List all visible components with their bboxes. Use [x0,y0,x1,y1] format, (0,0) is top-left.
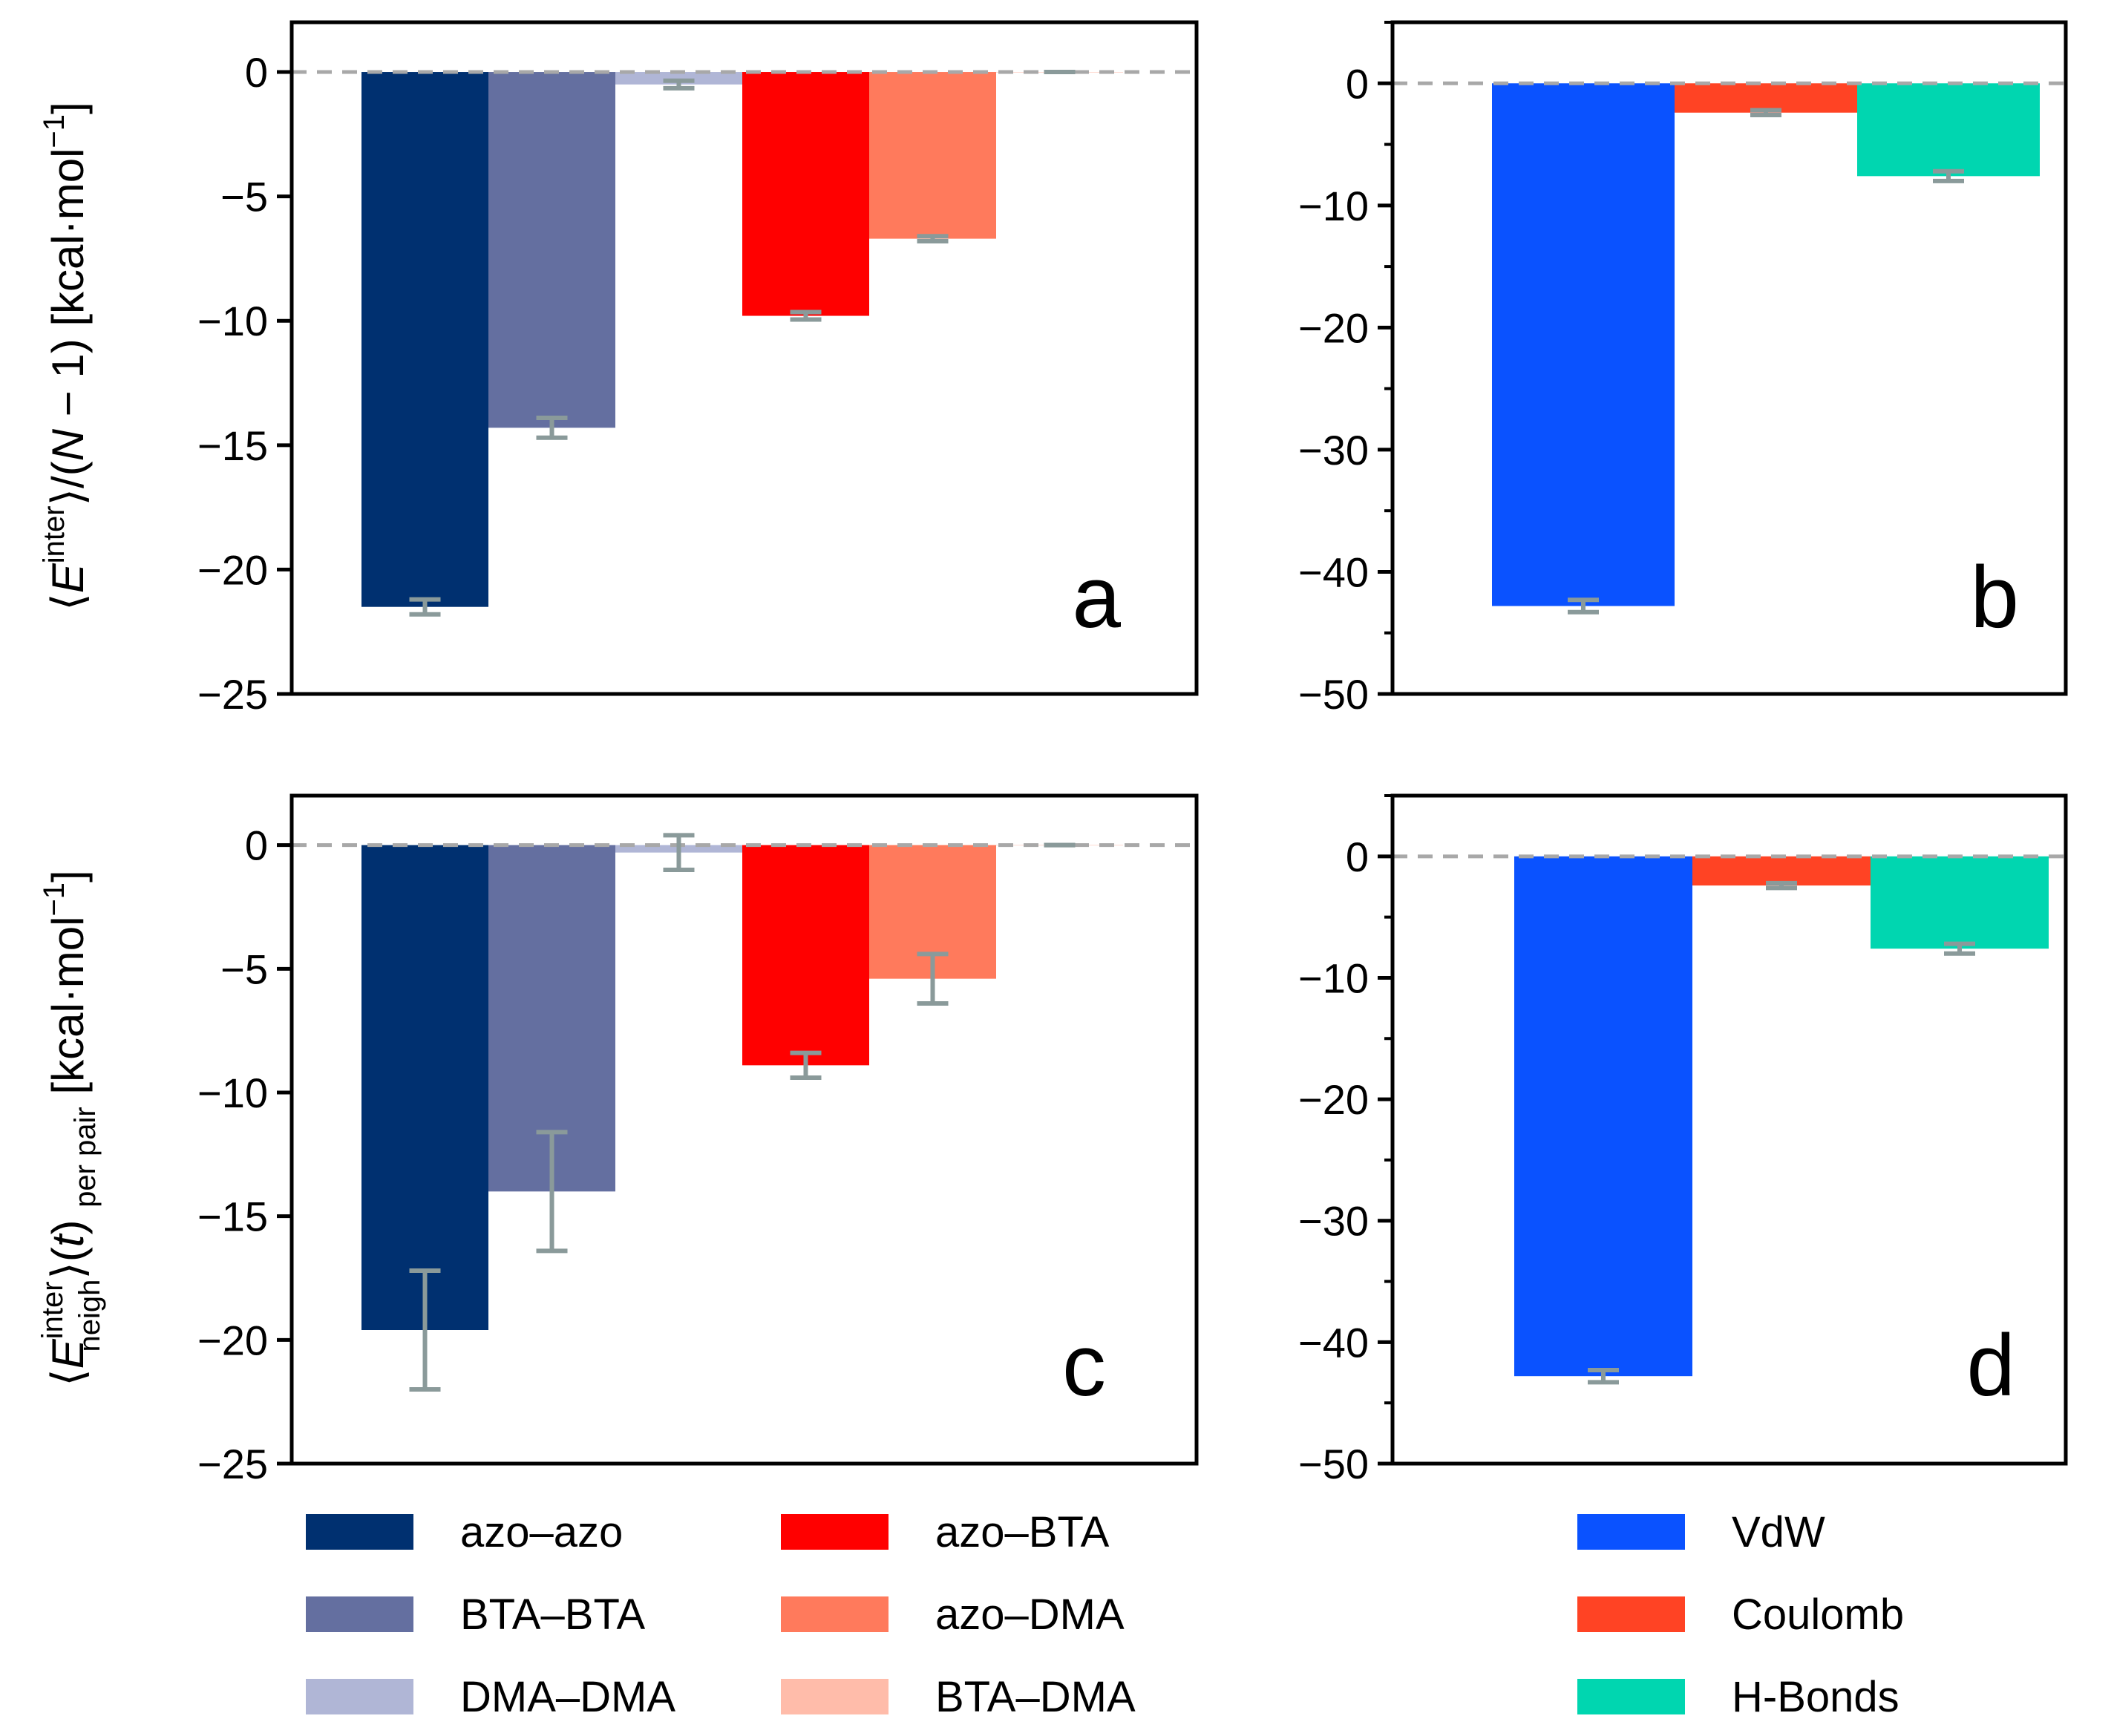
ytick-label-c-0: 0 [245,822,268,869]
ytick-label-d-3: −30 [1298,1198,1369,1245]
ylabel-bottom: ⟨Einter neigh⟩(t) per pair [kcal·mol−1] [36,870,106,1386]
legend-swatch-VdW [1577,1514,1685,1550]
ytick-label-b-1: −10 [1298,183,1369,229]
errorbar-b-0 [1568,597,1599,615]
errorbar-a-1 [536,415,568,440]
ytick-label-a-5: −25 [197,671,268,718]
legend-swatch-azo-azo [306,1514,413,1550]
axes-frame-d [1390,793,2068,1466]
legend-swatch-H-Bonds [1577,1679,1685,1714]
bar-a-1 [488,72,615,428]
ytick-label-a-1: −5 [220,174,268,220]
panel-letter-c: c [1062,1317,1106,1415]
ytick-label-d-0: 0 [1346,833,1369,880]
errorbar-a-0 [409,597,441,617]
ytick-label-c-3: −15 [197,1193,268,1240]
bar-d-0 [1514,856,1692,1377]
errorbar-c-4 [917,951,949,1006]
ytick-label-d-5: −50 [1298,1441,1369,1487]
bar-a-3 [742,72,869,316]
axes-frame-a [289,20,1199,696]
legend-label-H-Bonds: H-Bonds [1732,1673,1899,1721]
legend-swatch-azo-BTA [781,1514,889,1550]
bar-a-2 [615,72,742,85]
bar-b-2 [1857,83,2040,177]
errorbar-c-1 [536,1130,568,1254]
panel-letter-d: d [1966,1317,2015,1415]
errorbar-a-2 [663,78,695,91]
legend-swatch-azo-DMA [781,1596,889,1632]
ytick-label-a-2: −10 [197,298,268,344]
errorbar-c-2 [663,833,695,872]
panel-letter-b: b [1970,548,2019,646]
panel-c: 0 −5 −10 −15 −20 −25 c [197,793,1199,1487]
ytick-label-c-1: −5 [220,946,268,992]
ytick-label-c-5: −25 [197,1441,268,1487]
legend-label-VdW: VdW [1732,1508,1825,1556]
legend-swatch-BTA-DMA [781,1679,889,1714]
panel-d: 0 −10 −20 −30 −40 −50 d [1298,793,2068,1487]
errorbar-b-1 [1750,108,1781,118]
ytick-label-d-4: −40 [1298,1319,1369,1366]
legend-label-DMA-DMA: DMA–DMA [460,1673,675,1721]
errorbar-d-0 [1588,1368,1619,1385]
ytick-label-b-0: 0 [1346,60,1369,107]
legend-label-azo-azo: azo–azo [460,1508,623,1556]
panel-a: 0 −5 −10 −15 −20 −25 a [197,20,1199,718]
bar-b-1 [1675,83,1857,113]
errorbar-d-2 [1944,941,1975,956]
axes-frame-b [1390,20,2068,696]
panel-b: 0 −10 −20 −30 −40 −50 b [1298,20,2068,718]
ytick-label-b-4: −40 [1298,548,1369,595]
legend-left: azo–azo BTA–BTA DMA–DMA azo–BTA azo–DMA BTA–D… [306,1508,1136,1721]
ytick-label-c-2: −10 [197,1070,268,1116]
ytick-label-b-3: −30 [1298,427,1369,474]
ytick-label-d-1: −10 [1298,954,1369,1001]
legend-label-Coulomb: Coulomb [1732,1591,1904,1639]
bar-c-0 [361,845,488,1330]
bar-a-4 [869,72,996,239]
legend-swatch-Coulomb [1577,1596,1685,1632]
bar-b-0 [1492,83,1675,606]
legend-label-BTA-BTA: BTA–BTA [460,1591,646,1639]
errorbar-c-3 [790,1050,822,1080]
ytick-label-b-5: −50 [1298,671,1369,718]
ytick-label-a-0: 0 [245,49,268,96]
ytick-label-b-2: −20 [1298,304,1369,351]
errorbar-a-3 [790,309,822,322]
ytick-label-a-4: −20 [197,546,268,593]
bar-d-1 [1692,856,1871,886]
legend-right: VdW Coulomb H-Bonds [1577,1508,1904,1721]
axes-frame-c [289,793,1199,1466]
legend-swatch-BTA-BTA [306,1596,413,1632]
panel-letter-a: a [1072,548,1121,646]
bar-a-0 [361,72,488,607]
ylabel-top: ⟨Einter⟩/(N − 1) [kcal·mol−1] [38,102,93,610]
errorbar-c-0 [409,1268,441,1392]
errorbar-b-2 [1933,168,1964,183]
ytick-label-a-3: −15 [197,422,268,469]
bar-c-3 [742,845,869,1066]
errorbar-d-1 [1766,880,1797,891]
ytick-label-d-2: −20 [1298,1076,1369,1123]
ytick-label-c-4: −20 [197,1317,268,1363]
legend-swatch-DMA-DMA [306,1679,413,1714]
legend-label-azo-DMA: azo–DMA [935,1591,1125,1639]
legend-label-BTA-DMA: BTA–DMA [935,1673,1136,1721]
errorbar-a-4 [917,234,949,243]
bar-d-2 [1871,856,2049,949]
legend-label-azo-BTA: azo–BTA [935,1508,1110,1556]
